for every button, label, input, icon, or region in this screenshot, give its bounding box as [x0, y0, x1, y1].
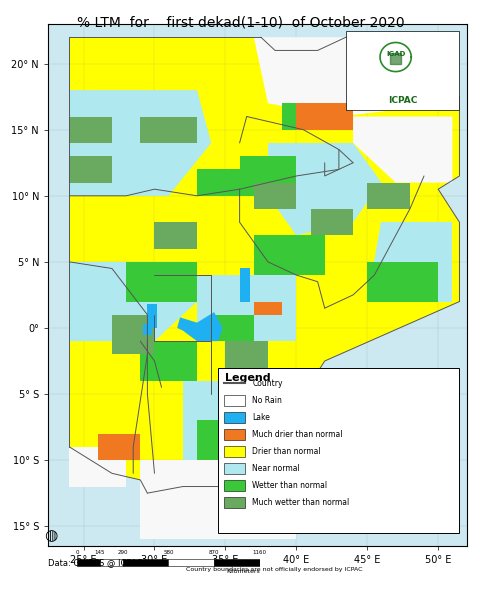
Polygon shape — [140, 341, 197, 381]
Text: 1160: 1160 — [252, 550, 266, 555]
Polygon shape — [239, 156, 296, 196]
Polygon shape — [367, 222, 452, 302]
Text: Wetter than normal: Wetter than normal — [252, 481, 327, 490]
Polygon shape — [352, 116, 452, 182]
Polygon shape — [310, 209, 352, 235]
Polygon shape — [253, 235, 324, 275]
Text: Much wetter than normal: Much wetter than normal — [252, 498, 349, 507]
Bar — [168, 559, 214, 566]
Polygon shape — [143, 324, 151, 335]
Bar — [224, 480, 245, 491]
Bar — [100, 559, 122, 566]
Polygon shape — [177, 312, 222, 341]
Bar — [224, 446, 245, 457]
Polygon shape — [253, 302, 282, 315]
Polygon shape — [97, 434, 140, 460]
Polygon shape — [253, 37, 452, 116]
Polygon shape — [296, 103, 352, 130]
Polygon shape — [211, 315, 253, 341]
Text: 0: 0 — [75, 550, 79, 555]
Text: Lake: Lake — [252, 413, 270, 422]
Text: 290: 290 — [117, 550, 128, 555]
Bar — [77, 559, 100, 566]
Bar — [224, 497, 245, 508]
Polygon shape — [282, 103, 324, 130]
Text: ICPAC: ICPAC — [387, 95, 417, 104]
Polygon shape — [253, 182, 296, 209]
Text: 870: 870 — [208, 550, 219, 555]
Bar — [214, 559, 259, 566]
Bar — [224, 412, 245, 423]
Polygon shape — [112, 315, 154, 355]
Bar — [224, 463, 245, 474]
Polygon shape — [126, 262, 197, 302]
Polygon shape — [140, 116, 197, 143]
Text: 145: 145 — [95, 550, 105, 555]
Text: Drier than normal: Drier than normal — [252, 447, 320, 456]
FancyBboxPatch shape — [218, 368, 458, 533]
Text: ◍: ◍ — [44, 528, 57, 542]
Bar — [224, 429, 245, 440]
Polygon shape — [69, 37, 458, 493]
Text: Data: CHIRPS @ ICPAC: Data: CHIRPS @ ICPAC — [48, 558, 142, 568]
Text: Much drier than normal: Much drier than normal — [252, 430, 342, 439]
Polygon shape — [197, 275, 296, 341]
Polygon shape — [140, 460, 296, 539]
Polygon shape — [69, 90, 211, 196]
Text: No Rain: No Rain — [252, 396, 282, 405]
Polygon shape — [69, 447, 126, 487]
Polygon shape — [69, 156, 112, 182]
Polygon shape — [239, 268, 249, 302]
Text: Country boundaries are not officially endorsed by ICPAC: Country boundaries are not officially en… — [186, 568, 361, 572]
Text: Near normal: Near normal — [252, 464, 300, 473]
Text: Legend: Legend — [225, 373, 270, 383]
Text: Country: Country — [252, 379, 282, 388]
Polygon shape — [225, 341, 267, 368]
Text: Kilometers: Kilometers — [226, 569, 259, 574]
Bar — [122, 559, 168, 566]
Text: % LTM  for    first dekad(1-10)  of October 2020: % LTM for first dekad(1-10) of October 2… — [76, 15, 404, 29]
Polygon shape — [197, 169, 253, 196]
Polygon shape — [267, 143, 381, 235]
Polygon shape — [197, 421, 267, 460]
Polygon shape — [69, 262, 197, 341]
Text: IGAD: IGAD — [385, 52, 405, 58]
FancyBboxPatch shape — [345, 31, 458, 110]
Bar — [224, 395, 245, 406]
Polygon shape — [147, 304, 157, 328]
Polygon shape — [367, 182, 409, 209]
Polygon shape — [182, 381, 296, 460]
Polygon shape — [69, 116, 112, 143]
Text: 580: 580 — [163, 550, 173, 555]
Polygon shape — [367, 262, 437, 302]
Polygon shape — [154, 222, 197, 248]
